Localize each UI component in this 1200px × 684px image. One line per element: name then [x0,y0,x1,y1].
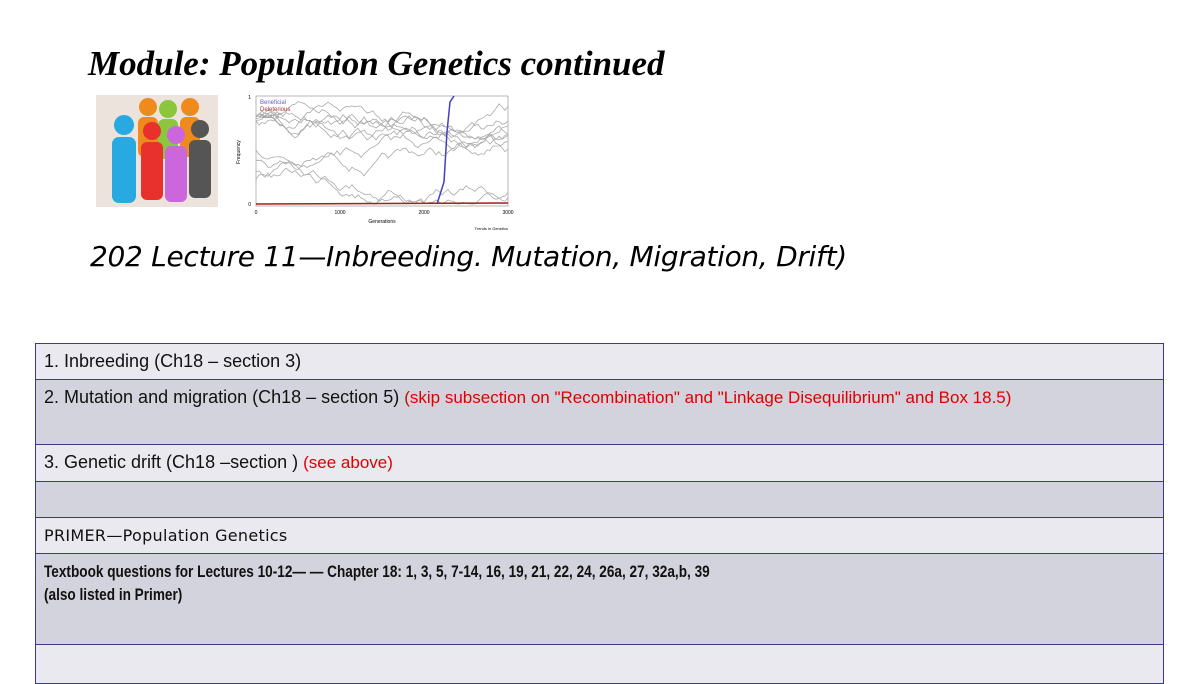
legend-item: Beneficial [260,100,286,106]
subtitle: 202 Lecture 11—Inbreeding. Mutation, Mig… [90,240,847,273]
table-row: 2. Mutation and migration (Ch18 – sectio… [35,379,1164,445]
y-tick: 1 [248,95,251,101]
y-tick: 0 [248,202,251,208]
neutral-line [255,114,509,135]
neutral-line [256,125,509,177]
table-row: Textbook questions for Lectures 10-12— —… [35,553,1164,645]
row-line: Textbook questions for Lectures 10-12— —… [44,562,710,581]
source: Trends in Genetics [475,226,508,231]
table-row: 1. Inbreeding (Ch18 – section 3) [35,343,1164,380]
table-row: 3. Genetic drift (Ch18 –section ) (see a… [35,444,1164,482]
x-tick: 3000 [502,210,513,216]
plot-frame [255,95,509,207]
legend-item: Neutral [260,114,279,120]
row-line: (also listed in Primer) [44,585,183,604]
row-text: 2. Mutation and migration (Ch18 – sectio… [44,387,400,407]
neutral-line [255,149,509,205]
table-row [35,644,1164,684]
neutral-line [255,115,509,153]
row-note: (skip subsection on "Recombination" and … [404,388,1012,407]
legend-item: Deleterious [260,107,290,113]
neutral-line [255,133,509,180]
people-image [96,95,218,207]
row-text: 3. Genetic drift (Ch18 –section ) [44,452,299,472]
topic-table: 1. Inbreeding (Ch18 – section 3) 2. Muta… [35,343,1166,684]
title: Module: Population Genetics continued [88,44,665,83]
table-row: PRIMER—Population Genetics [35,517,1164,554]
neutral-line [255,103,509,141]
x-tick: 0 [255,210,258,216]
x-label: Generations [368,219,396,225]
row-note: (see above) [303,453,393,472]
drift-figure: Beneficial Deleterious Neutral Frequency… [236,95,514,231]
table-row [35,481,1164,518]
x-tick: 2000 [418,210,429,216]
people-icons [112,98,211,203]
neutral-line [255,101,509,148]
x-tick: 1000 [334,210,345,216]
row-text: 1. Inbreeding (Ch18 – section 3) [44,351,302,371]
deleterious-line [255,202,509,205]
y-label: Frequency [236,140,242,164]
beneficial-line [436,95,455,205]
neutral-line [255,110,509,141]
row-text: PRIMER—Population Genetics [44,526,288,545]
